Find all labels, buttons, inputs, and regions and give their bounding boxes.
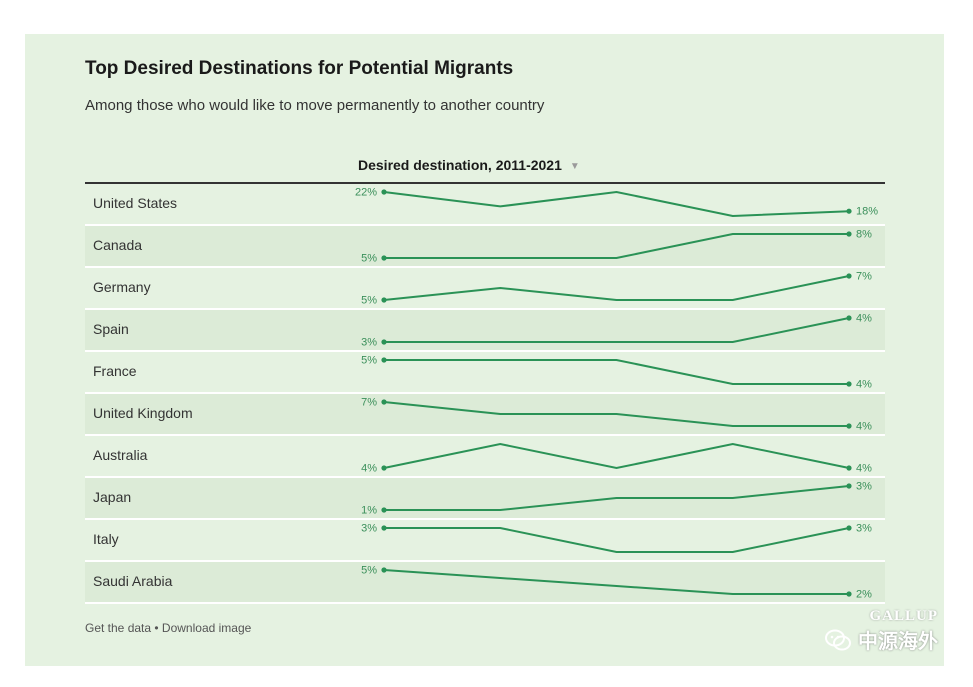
start-value-label: 3% — [361, 337, 377, 349]
sort-down-icon[interactable]: ▼ — [569, 161, 580, 172]
get-data-link[interactable]: Get the data — [85, 621, 152, 635]
footer-separator: • — [151, 621, 162, 635]
watermark: GALLUP 中源海外 — [824, 608, 938, 654]
start-value-label: 5% — [361, 355, 377, 367]
watermark-channel-name: 中源海外 — [858, 631, 938, 653]
end-value-label: 7% — [856, 271, 872, 283]
end-point — [846, 208, 852, 214]
series-line — [383, 190, 850, 218]
end-value-label: 3% — [856, 523, 872, 535]
start-value-label: 5% — [361, 253, 377, 265]
end-value-label: 4% — [856, 313, 872, 325]
end-value-label: 4% — [856, 463, 872, 475]
country-row: Italy 3% 3% — [85, 520, 885, 562]
series-line — [384, 317, 850, 343]
sparkline: 5% 8% — [361, 229, 872, 265]
country-label: Canada — [93, 237, 143, 253]
country-label: France — [93, 363, 137, 379]
end-value-label: 2% — [856, 589, 872, 601]
start-value-label: 22% — [355, 187, 377, 199]
end-point — [846, 423, 852, 429]
sparkline: 5% 4% — [361, 355, 872, 391]
chart-card: Top Desired Destinations for Potential M… — [25, 34, 944, 666]
country-row: Canada 5% 8% — [85, 226, 885, 268]
chart-title: Top Desired Destinations for Potential M… — [85, 58, 514, 79]
end-point — [846, 231, 852, 237]
start-point — [381, 567, 387, 573]
watermark-gallup: GALLUP — [869, 608, 938, 624]
chart-subtitle: Among those who would like to move perma… — [85, 97, 545, 114]
start-value-label: 1% — [361, 505, 377, 517]
end-value-label: 4% — [856, 421, 872, 433]
sparkline: 22% 18% — [355, 187, 878, 218]
end-value-label: 3% — [856, 481, 872, 493]
column-header-label: Desired destination, 2011-2021 — [358, 157, 562, 173]
sparkline: 7% 4% — [361, 397, 872, 433]
download-image-link[interactable]: Download image — [161, 621, 252, 635]
start-point — [381, 189, 387, 195]
series-line — [384, 233, 849, 259]
end-value-label: 8% — [856, 229, 872, 241]
start-value-label: 7% — [361, 397, 377, 409]
country-row: Spain 3% 4% — [85, 310, 885, 352]
sparkline: 5% 7% — [361, 271, 872, 307]
wechat-icon — [825, 629, 851, 650]
start-point — [381, 339, 387, 345]
end-point — [846, 525, 852, 531]
series-line — [384, 485, 850, 511]
sparkline: 4% 4% — [361, 442, 872, 475]
chart-footer: Get the data • Download image — [85, 621, 251, 635]
series-line — [384, 359, 849, 385]
sparkline: 5% 2% — [361, 565, 872, 601]
start-point — [381, 255, 387, 261]
country-label: Saudi Arabia — [93, 573, 173, 589]
country-rows: United States 22% 18% Canada 5% 8% Germany 5% 7%… — [85, 184, 885, 604]
end-point — [846, 273, 852, 279]
end-value-label: 18% — [856, 206, 878, 218]
country-row: United States 22% 18% — [85, 184, 885, 226]
header-divider — [85, 182, 885, 184]
country-row: United Kingdom 7% 4% — [85, 394, 885, 436]
start-value-label: 4% — [361, 463, 377, 475]
country-label: Italy — [93, 531, 119, 547]
end-point — [846, 483, 852, 489]
sparkline: 1% 3% — [361, 481, 872, 517]
start-point — [381, 297, 387, 303]
series-line — [383, 569, 849, 595]
series-line — [383, 275, 850, 301]
sparkline: 3% 4% — [361, 313, 872, 349]
watermark-channel: 中源海外 — [824, 625, 938, 654]
series-line — [384, 527, 850, 553]
start-point — [381, 399, 387, 405]
start-point — [381, 507, 387, 513]
start-point — [381, 465, 387, 471]
country-label: Australia — [93, 447, 148, 463]
country-label: Spain — [93, 321, 129, 337]
end-value-label: 4% — [856, 379, 872, 391]
country-label: United States — [93, 195, 178, 211]
country-label: Germany — [93, 279, 151, 295]
country-row: France 5% 4% — [85, 352, 885, 394]
end-point — [846, 591, 852, 597]
country-label: United Kingdom — [93, 405, 193, 421]
country-label: Japan — [93, 489, 132, 505]
column-header[interactable]: Desired destination, 2011-2021 ▼ — [358, 157, 580, 173]
start-value-label: 5% — [361, 565, 377, 577]
start-point — [381, 525, 387, 531]
start-point — [381, 357, 387, 363]
sparkline: 3% 3% — [361, 523, 872, 553]
start-value-label: 5% — [361, 295, 377, 307]
series-line — [383, 401, 849, 427]
country-row: Japan 1% 3% — [85, 478, 885, 520]
country-row: Saudi Arabia 5% 2% — [85, 562, 885, 604]
end-point — [846, 465, 852, 471]
series-line — [383, 442, 850, 470]
country-row: Australia 4% 4% — [85, 436, 885, 478]
start-value-label: 3% — [361, 523, 377, 535]
end-point — [846, 381, 852, 387]
end-point — [846, 315, 852, 321]
country-row: Germany 5% 7% — [85, 268, 885, 310]
